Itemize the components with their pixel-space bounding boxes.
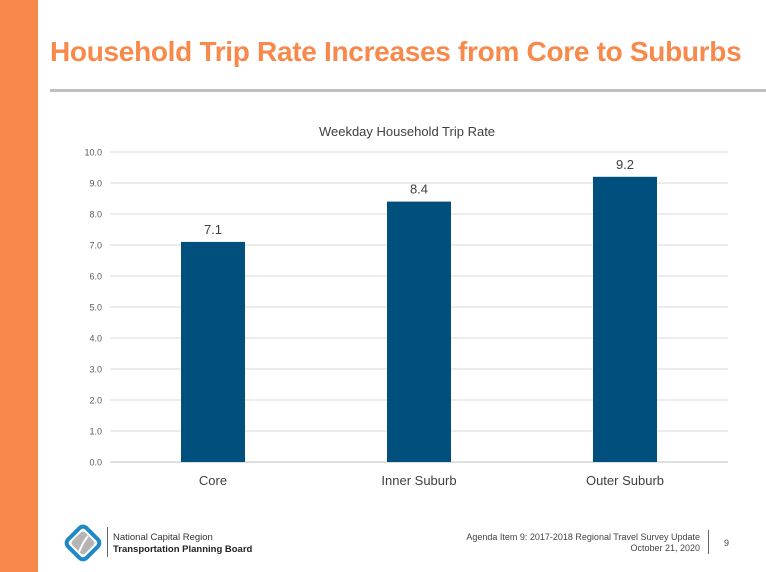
- agenda-item: Agenda Item 9: 2017-2018 Regional Travel…: [466, 532, 700, 542]
- y-tick-label: 9.0: [89, 179, 102, 189]
- accent-stripe: [0, 0, 38, 572]
- page-number: 9: [724, 538, 730, 548]
- y-tick-label: 8.0: [89, 210, 102, 220]
- data-label: 9.2: [616, 157, 634, 172]
- org-name-line2: Transportation Planning Board: [113, 544, 253, 555]
- y-tick-label: 0.0: [89, 458, 102, 468]
- slide-title: Household Trip Rate Increases from Core …: [50, 36, 742, 67]
- y-tick-label: 5.0: [89, 303, 102, 313]
- page-divider: [708, 530, 709, 554]
- y-tick-label: 3.0: [89, 365, 102, 375]
- x-tick-label: Outer Suburb: [586, 473, 664, 488]
- bar-chart: Weekday Household Trip Rate 0.0 1.0 2.0 3.0…: [84, 124, 728, 488]
- y-tick-label: 6.0: [89, 272, 102, 282]
- y-tick-label: 7.0: [89, 241, 102, 251]
- date: October 21, 2020: [630, 543, 700, 553]
- title-divider: [50, 89, 766, 92]
- tpb-logo-icon: [64, 524, 102, 562]
- data-label: 8.4: [410, 182, 428, 197]
- y-tick-label: 1.0: [89, 427, 102, 437]
- chart-title: Weekday Household Trip Rate: [319, 124, 495, 139]
- bar-inner-suburb: [387, 201, 451, 462]
- bar-outer-suburb: [593, 176, 657, 463]
- y-tick-label: 2.0: [89, 396, 102, 406]
- data-label: 7.1: [204, 222, 222, 237]
- y-tick-label: 10.0: [84, 148, 102, 158]
- org-name-line1: National Capital Region: [113, 532, 213, 543]
- y-tick-label: 4.0: [89, 334, 102, 344]
- logo-divider: [107, 527, 108, 557]
- bar-core: [181, 241, 245, 462]
- x-tick-label: Core: [199, 473, 227, 488]
- x-tick-label: Inner Suburb: [381, 473, 456, 488]
